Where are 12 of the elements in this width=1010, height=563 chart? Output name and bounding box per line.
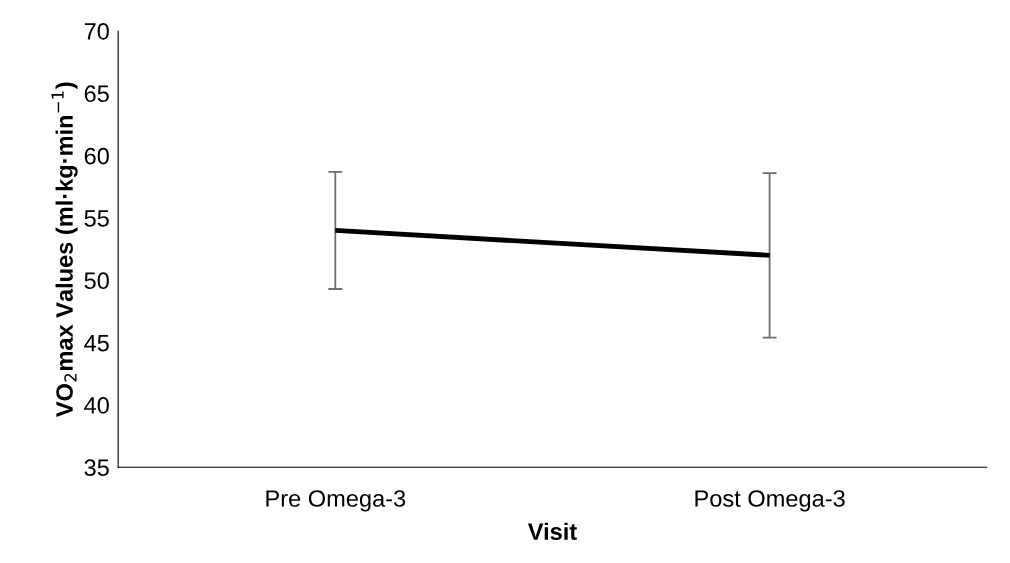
x-axis-title: Visit xyxy=(527,522,577,540)
y-tick-label: 35 xyxy=(84,459,109,477)
y-tick-label: 65 xyxy=(84,85,109,103)
y-tick-label: 70 xyxy=(84,23,109,40)
y-axis-title: VO$_{2}$max Values (ml·kg·min$^{−1}$) xyxy=(51,82,78,417)
x-tick-label: Pre Omega-3 xyxy=(266,490,406,512)
x-tick-label: Post Omega-3 xyxy=(695,490,845,512)
y-tick-label: 45 xyxy=(84,334,109,352)
y-tick-label: 55 xyxy=(84,210,109,227)
y-tick-label: 60 xyxy=(84,147,109,165)
y-tick-label: 40 xyxy=(84,397,109,414)
y-tick-label: 50 xyxy=(84,272,109,290)
